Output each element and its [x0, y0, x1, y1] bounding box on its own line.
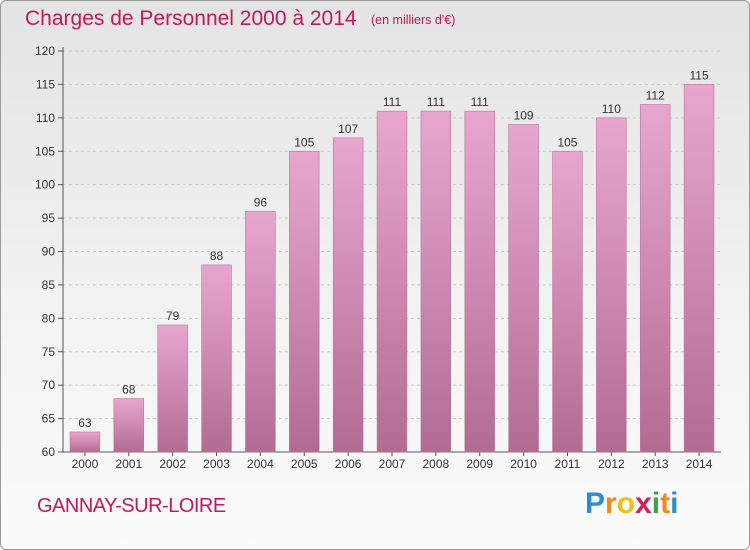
logo-letter: i [670, 487, 679, 520]
commune-name: GANNAY-SUR-LOIRE [37, 495, 226, 517]
data-label-2010: 109 [514, 109, 534, 123]
x-tick-label-2003: 2003 [203, 457, 230, 471]
data-label-2003: 88 [210, 249, 224, 263]
logo-letter: P [585, 487, 606, 520]
chart-subtitle: (en milliers d'€) [371, 13, 456, 27]
y-tick-label: 105 [35, 144, 55, 158]
bar-2005 [289, 150, 320, 453]
y-tick-labels: 60 65 70 75 80 85 90 95 100 105 110 115 120 [35, 44, 55, 459]
bar-2003 [201, 264, 232, 453]
y-tick-label: 120 [35, 44, 55, 58]
bar-2007 [376, 110, 408, 453]
y-tick-label: 65 [42, 412, 56, 426]
data-label-2009: 111 [471, 95, 490, 109]
bar-2010 [508, 124, 539, 453]
y-tick-label: 85 [42, 278, 56, 292]
x-tick-label-2014: 2014 [686, 457, 713, 471]
proxiti-logo: Proxiti [585, 487, 678, 521]
x-tick-label-2007: 2007 [379, 457, 406, 471]
bar-2002 [157, 324, 188, 453]
y-tick-label: 95 [42, 211, 56, 225]
data-label-2008: 111 [427, 95, 446, 109]
data-labels: 63 68 79 88 96 105 107 111 111 111 109 105 110 112 115 [78, 68, 709, 430]
logo-letter: i [651, 487, 661, 520]
bar-2009 [464, 110, 495, 453]
x-tick-label-2006: 2006 [335, 457, 362, 471]
bars [69, 84, 715, 453]
x-tick-label-2009: 2009 [466, 457, 493, 471]
data-label-2000: 63 [78, 416, 92, 430]
x-tick-label-2001: 2001 [115, 457, 142, 471]
x-tick-label-2012: 2012 [598, 457, 625, 471]
y-tick-label: 115 [36, 77, 55, 91]
bar-2001 [113, 398, 145, 453]
data-label-2007: 111 [383, 95, 402, 109]
x-tick-label-2010: 2010 [510, 457, 537, 471]
bar-2011 [552, 150, 583, 453]
data-label-2001: 68 [122, 383, 136, 397]
data-label-2006: 107 [338, 122, 358, 136]
x-tick-label-2008: 2008 [423, 457, 450, 471]
data-label-2014: 115 [689, 68, 708, 82]
y-tick-label: 110 [36, 111, 55, 125]
bar-2013 [639, 104, 671, 453]
x-tick-label-2004: 2004 [247, 457, 274, 471]
bar-2012 [596, 117, 627, 453]
data-label-2011: 105 [557, 135, 577, 149]
y-tick-label: 60 [42, 445, 56, 459]
bar-2006 [332, 137, 364, 453]
logo-letter: r [605, 487, 617, 520]
y-tick-label: 80 [42, 311, 56, 325]
x-tick-label-2011: 2011 [555, 457, 581, 471]
x-tick-labels: 2000 2001 2002 2003 2004 2005 2006 2007 2008 2009… [72, 457, 713, 471]
chart-title: Charges de Personnel 2000 à 2014 [25, 7, 357, 30]
data-label-2005: 105 [294, 135, 314, 149]
logo-letter: t [660, 487, 671, 520]
x-tick-label-2002: 2002 [159, 457, 186, 471]
y-tick-label: 75 [42, 345, 56, 359]
data-label-2002: 79 [166, 309, 180, 323]
y-tick-label: 100 [35, 178, 55, 192]
data-label-2013: 112 [646, 88, 665, 102]
x-tick-label-2005: 2005 [291, 457, 318, 471]
x-tick-label-2013: 2013 [642, 457, 669, 471]
y-tick-label: 70 [42, 378, 56, 392]
logo-letter: x [635, 487, 652, 520]
data-label-2012: 110 [602, 102, 621, 116]
bar-2004 [245, 211, 276, 453]
y-tick-label: 90 [42, 245, 56, 259]
bar-2000 [69, 431, 101, 453]
bar-2014 [683, 84, 715, 453]
x-tick-label-2000: 2000 [72, 457, 99, 471]
data-label-2004: 96 [254, 195, 268, 209]
logo-letter: o [616, 487, 636, 520]
bar-2008 [420, 110, 452, 453]
